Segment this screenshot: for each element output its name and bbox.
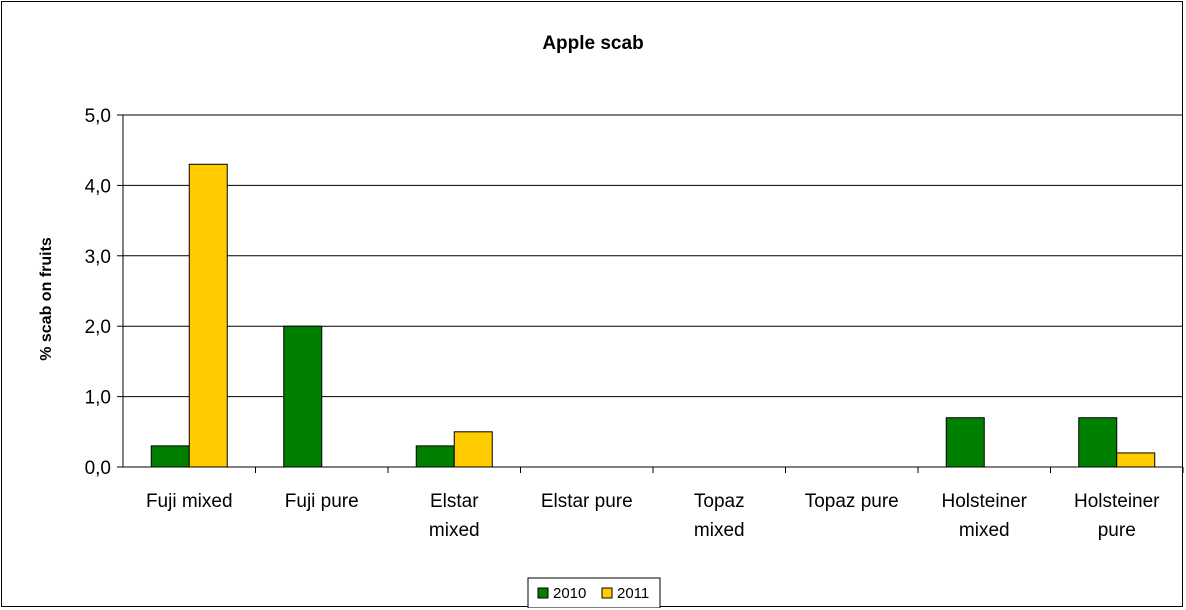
y-tick-label: 0,0	[85, 458, 111, 479]
x-tick-label: Fuji pure	[285, 491, 359, 512]
x-tick-label: mixed	[694, 520, 745, 541]
x-tick-label: Topaz pure	[805, 491, 899, 512]
x-tick-label: Elstar pure	[541, 491, 633, 512]
y-tick-label: 1,0	[85, 388, 111, 409]
x-tick-label: mixed	[429, 520, 480, 541]
bar-2010-1	[283, 325, 323, 468]
x-tick-label: Fuji mixed	[146, 491, 233, 512]
y-tick-label: 5,0	[85, 106, 111, 127]
bar-2011-0	[188, 163, 228, 468]
bar-2011-7	[1116, 452, 1156, 468]
y-tick-label: 4,0	[85, 176, 111, 197]
axes	[117, 114, 1184, 473]
bar-2010-0	[150, 445, 190, 468]
x-tick-label: Holsteiner	[941, 491, 1027, 512]
bar-2011-2	[453, 431, 493, 468]
y-tick-label: 2,0	[85, 317, 111, 338]
legend-label-2011: 2011	[617, 585, 649, 602]
x-tick-label: Topaz	[694, 491, 745, 512]
bar-2010-7	[1078, 417, 1118, 468]
chart-title: Apple scab	[542, 33, 643, 54]
bar-2010-6	[945, 417, 985, 468]
y-axis-label: % scab on fruits	[38, 237, 55, 361]
legend-swatch-2011	[601, 587, 613, 599]
x-tick-label: Holsteiner	[1074, 491, 1160, 512]
y-tick-labels: 0,0 1,0 2,0 3,0 4,0 5,0	[85, 106, 111, 479]
legend-label-2010: 2010	[553, 585, 586, 602]
bars	[150, 163, 1156, 468]
x-tick-labels: Fuji mixed Fuji pure Elstar mixed Elstar pur…	[146, 491, 1160, 541]
bar-2010-2	[415, 445, 455, 468]
legend-box	[527, 577, 661, 608]
legend: 2010 2011	[527, 577, 661, 608]
y-tick-label: 3,0	[85, 247, 111, 268]
x-tick-label: mixed	[959, 520, 1010, 541]
gridlines	[123, 114, 1183, 398]
x-tick-label: Elstar	[430, 491, 479, 512]
legend-swatch-2010	[537, 587, 549, 599]
x-tick-label: pure	[1098, 520, 1136, 541]
